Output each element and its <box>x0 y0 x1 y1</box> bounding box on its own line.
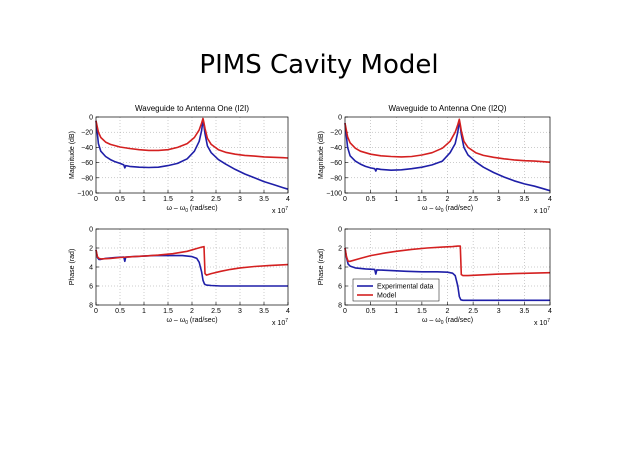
x-tick-label: 1 <box>394 196 398 203</box>
plot-frame <box>344 228 551 306</box>
x-tick-label: 4 <box>286 196 290 203</box>
x-axis-exponent: x 107 <box>534 318 550 327</box>
x-axis-exponent: x 107 <box>534 206 550 215</box>
x-tick-label: 1 <box>394 308 398 315</box>
series-line-experimental-data <box>344 247 550 302</box>
x-tick-label: 2.5 <box>211 196 221 203</box>
y-axis-label: Phase (rad) <box>69 249 76 286</box>
y-axis-label: Phase (rad) <box>318 249 325 286</box>
x-tick-label: 2 <box>446 196 450 203</box>
y-tick-label: 4 <box>338 265 342 272</box>
y-tick-label: −80 <box>81 175 93 182</box>
x-tick-label: 3 <box>497 196 501 203</box>
x-tick-label: 4 <box>548 196 552 203</box>
y-tick-label: −60 <box>81 160 93 167</box>
x-tick-label: 3.5 <box>259 196 269 203</box>
legend-entry: Experimental data <box>377 284 434 291</box>
y-tick-label: 0 <box>338 115 342 122</box>
x-axis-exponent: x 107 <box>272 318 288 327</box>
y-tick-label: 0 <box>89 115 93 122</box>
y-tick-label: −40 <box>330 145 342 152</box>
y-tick-label: 0 <box>89 227 93 234</box>
x-tick-label: 2 <box>190 196 194 203</box>
x-tick-label: 0 <box>343 308 347 315</box>
y-tick-label: 8 <box>89 303 93 310</box>
x-tick-label: 1 <box>142 196 146 203</box>
y-tick-label: −100 <box>326 191 342 198</box>
plot-frame <box>344 116 551 194</box>
x-tick-label: 0.5 <box>115 196 125 203</box>
x-tick-label: 4 <box>548 308 552 315</box>
x-tick-label: 3.5 <box>520 196 530 203</box>
x-axis-label: ω – ω0 (rad/sec) <box>422 317 473 326</box>
x-axis-label: ω – ω0 (rad/sec) <box>422 205 473 214</box>
x-tick-label: 0.5 <box>366 308 376 315</box>
x-tick-label: 2.5 <box>468 308 478 315</box>
series-line-model <box>344 245 551 277</box>
x-tick-label: 1 <box>142 308 146 315</box>
plot-frame <box>95 116 289 194</box>
legend-box <box>352 278 440 302</box>
chart-title: Waveguide to Antenna One (I2I) <box>135 104 249 113</box>
x-axis-label: ω – ω0 (rad/sec) <box>166 205 217 214</box>
series-line-experimental-data <box>95 119 289 190</box>
y-axis-label: Magnitude (dB) <box>69 131 76 179</box>
series-line-experimental-data <box>344 120 551 192</box>
y-tick-label: 8 <box>338 303 342 310</box>
legend: Experimental data Model <box>352 278 440 302</box>
x-tick-label: 0.5 <box>115 308 125 315</box>
x-tick-label: 3 <box>238 196 242 203</box>
y-tick-label: −100 <box>77 191 93 198</box>
y-tick-label: 6 <box>338 284 342 291</box>
x-axis-label: ω – ω0 (rad/sec) <box>166 317 217 326</box>
series-line-model <box>95 245 289 276</box>
series-line-model <box>344 118 551 163</box>
y-tick-label: −40 <box>81 145 93 152</box>
x-tick-label: 4 <box>286 308 290 315</box>
chart-title: Waveguide to Antenna One (I2Q) <box>389 104 507 113</box>
legend-entry: Model <box>377 293 397 300</box>
y-axis-label: Magnitude (dB) <box>318 131 325 179</box>
x-axis-exponent: x 107 <box>272 206 288 215</box>
x-tick-label: 2.5 <box>468 196 478 203</box>
chart-1: 0 0.5 1 1.5 2 2.5 3 3.5 4 0 −20 −40 −60 −80 −100 Wavegu… <box>69 104 290 215</box>
x-tick-label: 2.5 <box>211 308 221 315</box>
x-tick-label: 2 <box>190 308 194 315</box>
chart-4: 0 0.5 1 1.5 2 2.5 3 3.5 4 0 2 4 6 8 ω – ω0 (rad/sec) x … <box>318 227 552 328</box>
x-tick-label: 3.5 <box>520 308 530 315</box>
plot-frame <box>95 228 289 306</box>
chart-2: 0 0.5 1 1.5 2 2.5 3 3.5 4 0 −20 −40 −60 −80 −100 Wavegu… <box>318 104 552 215</box>
x-tick-label: 2 <box>446 308 450 315</box>
x-tick-label: 1.5 <box>417 196 427 203</box>
y-tick-label: 0 <box>338 227 342 234</box>
slide-title: PIMS Cavity Model <box>199 50 439 80</box>
x-tick-label: 1.5 <box>163 196 173 203</box>
y-tick-label: 4 <box>89 265 93 272</box>
x-tick-label: 0.5 <box>366 196 376 203</box>
y-tick-label: 6 <box>89 284 93 291</box>
x-tick-label: 0 <box>343 196 347 203</box>
y-tick-label: −80 <box>330 175 342 182</box>
plot-area <box>96 117 288 193</box>
y-tick-label: −20 <box>330 130 342 137</box>
chart-3: 0 0.5 1 1.5 2 2.5 3 3.5 4 0 2 4 6 8 ω – ω0 (rad/sec) x … <box>69 227 290 328</box>
y-tick-label: 2 <box>89 246 93 253</box>
x-tick-label: 1.5 <box>417 308 427 315</box>
y-tick-label: −60 <box>330 160 342 167</box>
x-tick-label: 3 <box>497 308 501 315</box>
x-tick-label: 0 <box>94 308 98 315</box>
y-tick-label: −20 <box>81 130 93 137</box>
x-tick-label: 3.5 <box>259 308 269 315</box>
series-line-model <box>95 117 289 159</box>
y-tick-label: 2 <box>338 246 342 253</box>
x-tick-label: 3 <box>238 308 242 315</box>
x-tick-label: 1.5 <box>163 308 173 315</box>
x-tick-label: 0 <box>94 196 98 203</box>
